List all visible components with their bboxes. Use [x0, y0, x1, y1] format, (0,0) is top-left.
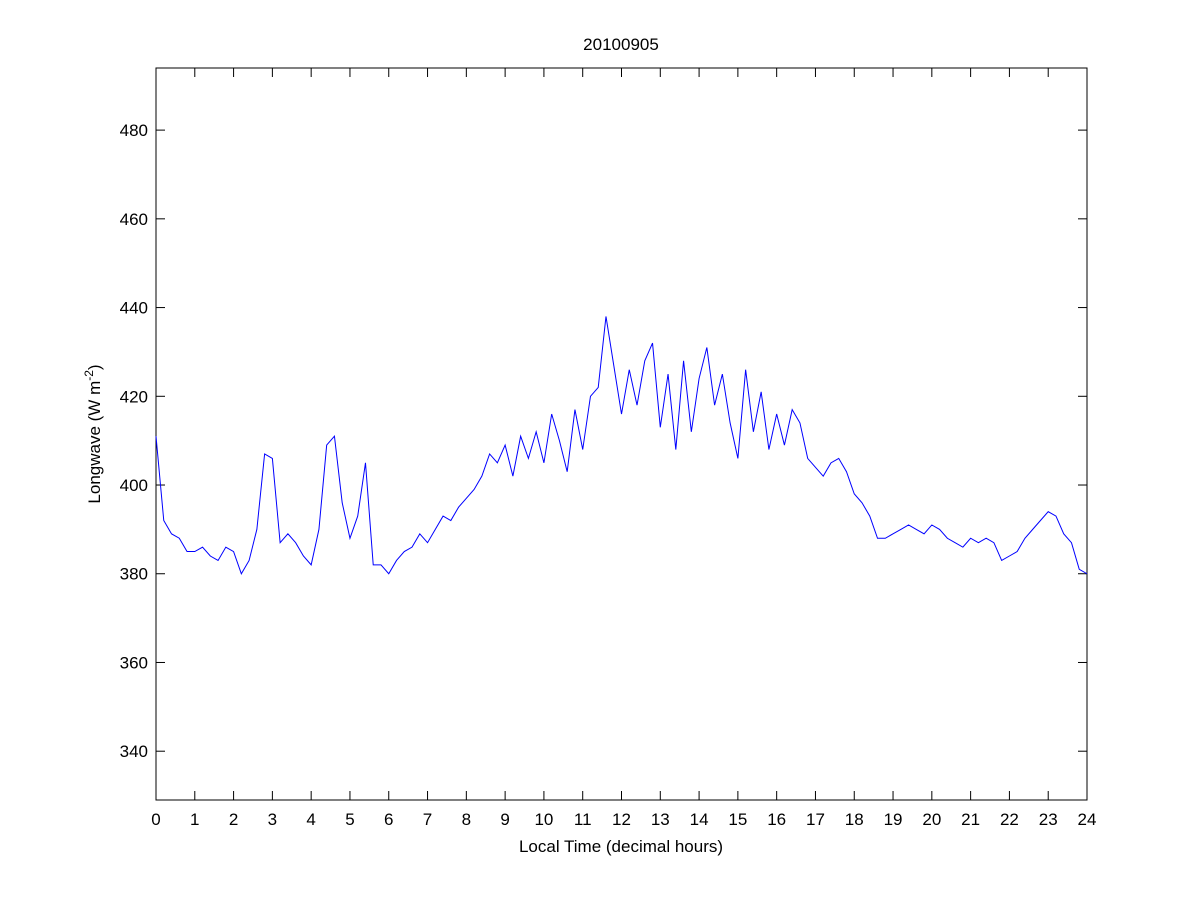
x-tick-label: 22	[1000, 810, 1019, 829]
y-axis-label: Longwave (W m-2)	[82, 364, 104, 503]
y-axis-label-text: Longwave (W m	[85, 381, 104, 504]
x-tick-label: 9	[500, 810, 509, 829]
x-tick-label: 14	[690, 810, 709, 829]
x-tick-label: 15	[728, 810, 747, 829]
x-tick-label: 11	[574, 810, 592, 829]
x-tick-label: 6	[384, 810, 393, 829]
x-tick-label: 17	[806, 810, 825, 829]
x-tick-label: 21	[961, 810, 980, 829]
x-tick-label: 23	[1039, 810, 1058, 829]
y-axis-label-end: )	[85, 364, 104, 370]
x-tick-label: 7	[423, 810, 432, 829]
y-axis-label-superscript: -2	[82, 370, 96, 381]
x-tick-label: 2	[229, 810, 238, 829]
y-tick-label: 380	[120, 565, 148, 584]
x-axis-label: Local Time (decimal hours)	[519, 837, 723, 856]
y-tick-label: 360	[120, 653, 148, 672]
x-tick-label: 18	[845, 810, 864, 829]
x-tick-label: 24	[1078, 810, 1097, 829]
x-tick-label: 19	[884, 810, 903, 829]
y-tick-label: 460	[120, 210, 148, 229]
y-tick-label: 480	[120, 121, 148, 140]
data-line	[155, 316, 1088, 575]
x-tick-label: 16	[767, 810, 786, 829]
x-tick-label: 13	[651, 810, 670, 829]
x-tick-label: 10	[534, 810, 553, 829]
x-tick-label: 0	[151, 810, 160, 829]
y-tick-label: 440	[120, 299, 148, 318]
axes-box	[155, 67, 1088, 801]
x-tick-label: 3	[268, 810, 277, 829]
x-tick-label: 1	[190, 810, 199, 829]
x-tick-label: 8	[462, 810, 471, 829]
x-tick-label: 4	[306, 810, 315, 829]
x-tick-label: 5	[345, 810, 354, 829]
chart-title: 20100905	[583, 35, 659, 54]
y-tick-label: 400	[120, 476, 148, 495]
y-tick-label: 340	[120, 742, 148, 761]
y-tick-label: 420	[120, 387, 148, 406]
x-tick-label: 20	[922, 810, 941, 829]
x-tick-label: 12	[612, 810, 631, 829]
